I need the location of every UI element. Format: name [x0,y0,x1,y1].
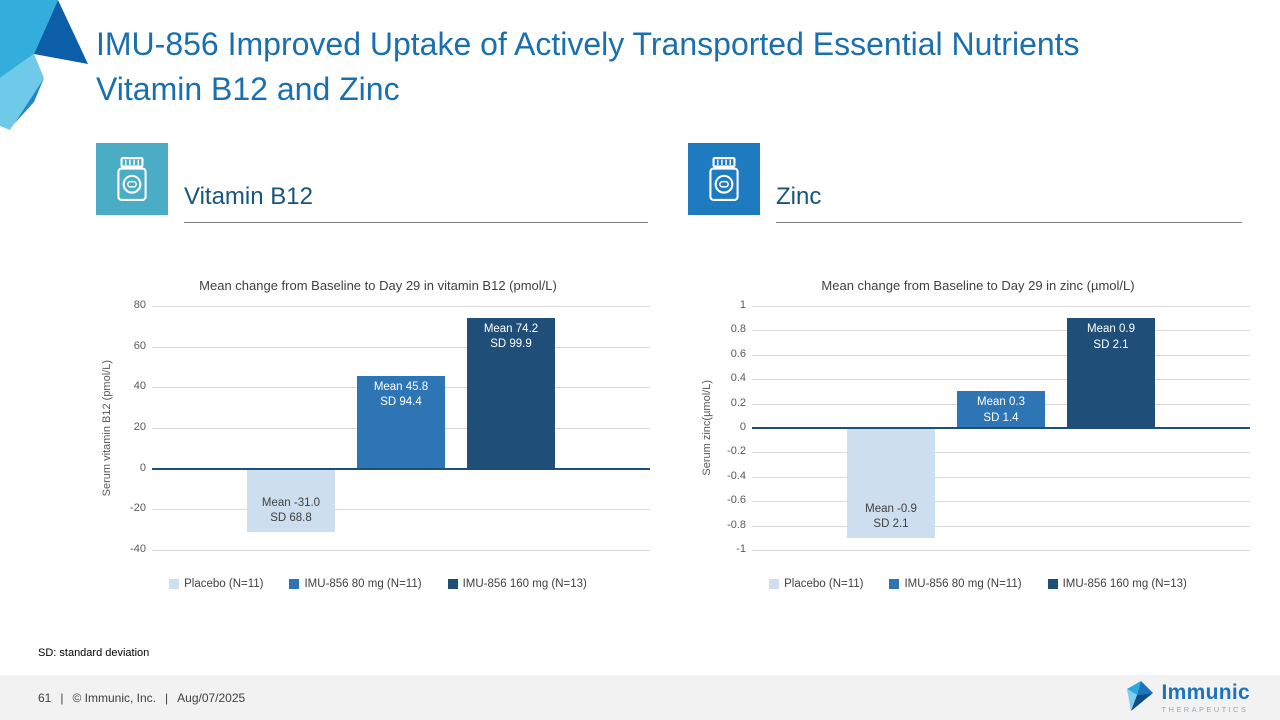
bar-label: Mean 74.2 SD 99.9 [483,322,539,351]
plot-area: Serum zinc(µmol/L) 1 0.8 0.6 0.4 0.2 0 -0.2 -0.… [701,299,1250,555]
y-tick-label: 0.4 [730,372,746,385]
legend-item: IMU-856 160 mg (N=13) [1047,578,1187,590]
gridline [752,476,1250,478]
chart-legend: Placebo (N=11) IMU-856 80 mg (N=11) IMU-85… [80,578,676,590]
section-title-vitamin-b12: Vitamin B12 [184,183,313,210]
y-tick-label: 0.6 [730,347,746,360]
gridline [752,452,1250,454]
gridline [752,525,1250,527]
legend-item: IMU-856 80 mg (N=11) [289,578,422,590]
legend-item: Placebo (N=11) [769,578,863,590]
gridline [752,306,1250,307]
bar [357,375,445,469]
logo-name: Immunic [1161,680,1250,704]
legend-swatch [169,579,180,589]
legend-item: Placebo (N=11) [169,578,263,590]
legend-item: IMU-856 80 mg (N=11) [889,578,1022,590]
bar [1067,318,1155,428]
page-title: IMU-856 Improved Uptake of Actively Tran… [96,26,1080,107]
footer: 61 | © Immunic, Inc. | Aug/07/2025 Immun… [0,675,1280,720]
legend-label: Placebo (N=11) [784,578,864,590]
legend-label: Placebo (N=11) [184,578,264,590]
pill-bottle-icon [96,143,168,215]
gridline [752,501,1250,503]
legend-item: IMU-856 160 mg (N=13) [447,578,587,590]
chart-title: Mean change from Baseline to Day 29 in z… [821,278,1135,293]
bar-label: Mean -0.9 SD 2.1 [865,502,917,531]
y-tick-label: -0.4 [727,469,746,482]
immunic-logo-text: Immunic THERAPEUTICS [1162,682,1250,714]
legend-label: IMU-856 80 mg (N=11) [304,578,422,590]
legend-swatch [447,579,458,589]
legend-swatch [769,579,780,589]
bar-label: Mean 0.9 SD 2.1 [1087,323,1135,351]
section-divider [776,222,1242,223]
logo-subtitle: THERAPEUTICS [1161,704,1249,714]
gridline [152,346,650,348]
y-tick-label: 1 [739,299,746,311]
immunic-logo: Immunic THERAPEUTICS [1125,680,1250,715]
y-tick-label: 40 [133,380,146,393]
chart-vitamin-b12: Mean change from Baseline to Day 29 in v… [100,272,656,612]
footer-separator: | [60,690,64,705]
bar-label: Mean 0.3 SD 1.4 [977,396,1025,424]
zero-axis-line [152,467,650,470]
gridline [752,550,1250,551]
gridline [752,354,1250,356]
y-tick-label: 0.8 [730,323,746,336]
bar [247,468,335,532]
y-tick-label: -1 [736,543,746,555]
footer-separator: | [165,690,169,705]
bar-label: Mean -31.0 SD 68.8 [261,496,321,525]
y-tick-label: -40 [130,543,146,555]
legend-swatch [889,579,900,589]
y-tick-label: 0 [139,461,146,474]
chart-title: Mean change from Baseline to Day 29 in v… [199,278,557,293]
y-tick-label: -0.8 [727,518,746,531]
legend-swatch [1047,579,1058,589]
gridline [152,509,650,511]
legend-label: IMU-856 160 mg (N=13) [462,578,587,590]
y-tick-label: 20 [133,421,146,433]
page-number: 61 [38,690,52,705]
legend-swatch [289,579,300,589]
bar [957,391,1045,428]
bar [467,317,555,469]
y-tick-label: 0 [739,421,746,433]
legend-label: IMU-856 160 mg (N=13) [1062,578,1187,590]
footnote: SD: standard deviation [38,647,150,659]
y-tick-label: -0.6 [727,494,746,507]
y-tick-label: -0.2 [727,445,746,458]
copyright: © Immunic, Inc. [72,690,157,705]
bar [847,428,935,538]
section-vitamin-b12: Vitamin B12 [96,143,652,227]
y-tick-label: 80 [133,299,146,311]
footer-date: Aug/07/2025 [177,690,246,705]
y-tick-label: -20 [130,502,146,515]
y-tick-label: 60 [133,339,146,352]
section-title-zinc: Zinc [776,183,822,210]
footer-text: 61 | © Immunic, Inc. | Aug/07/2025 [38,691,245,705]
bar-label: Mean 45.8 SD 94.4 [373,380,429,409]
chart-legend: Placebo (N=11) IMU-856 80 mg (N=11) IMU-85… [680,578,1276,590]
section-zinc: Zinc [688,143,1246,227]
gridline [152,550,650,551]
section-divider [184,222,648,223]
gridline [752,379,1250,381]
legend-label: IMU-856 80 mg (N=11) [904,578,1022,590]
corner-decoration [0,0,88,130]
zero-axis-line [752,427,1250,429]
y-tick-label: 0.2 [730,396,746,409]
pill-bottle-icon [688,143,760,215]
gridline [152,306,650,307]
chart-zinc: Mean change from Baseline to Day 29 in z… [700,272,1256,612]
gridline [752,330,1250,332]
immunic-logo-icon [1126,680,1153,711]
plot-area: Serum vitamin B12 (pmol/L) 80 60 40 20 0 -20-… [101,299,650,555]
